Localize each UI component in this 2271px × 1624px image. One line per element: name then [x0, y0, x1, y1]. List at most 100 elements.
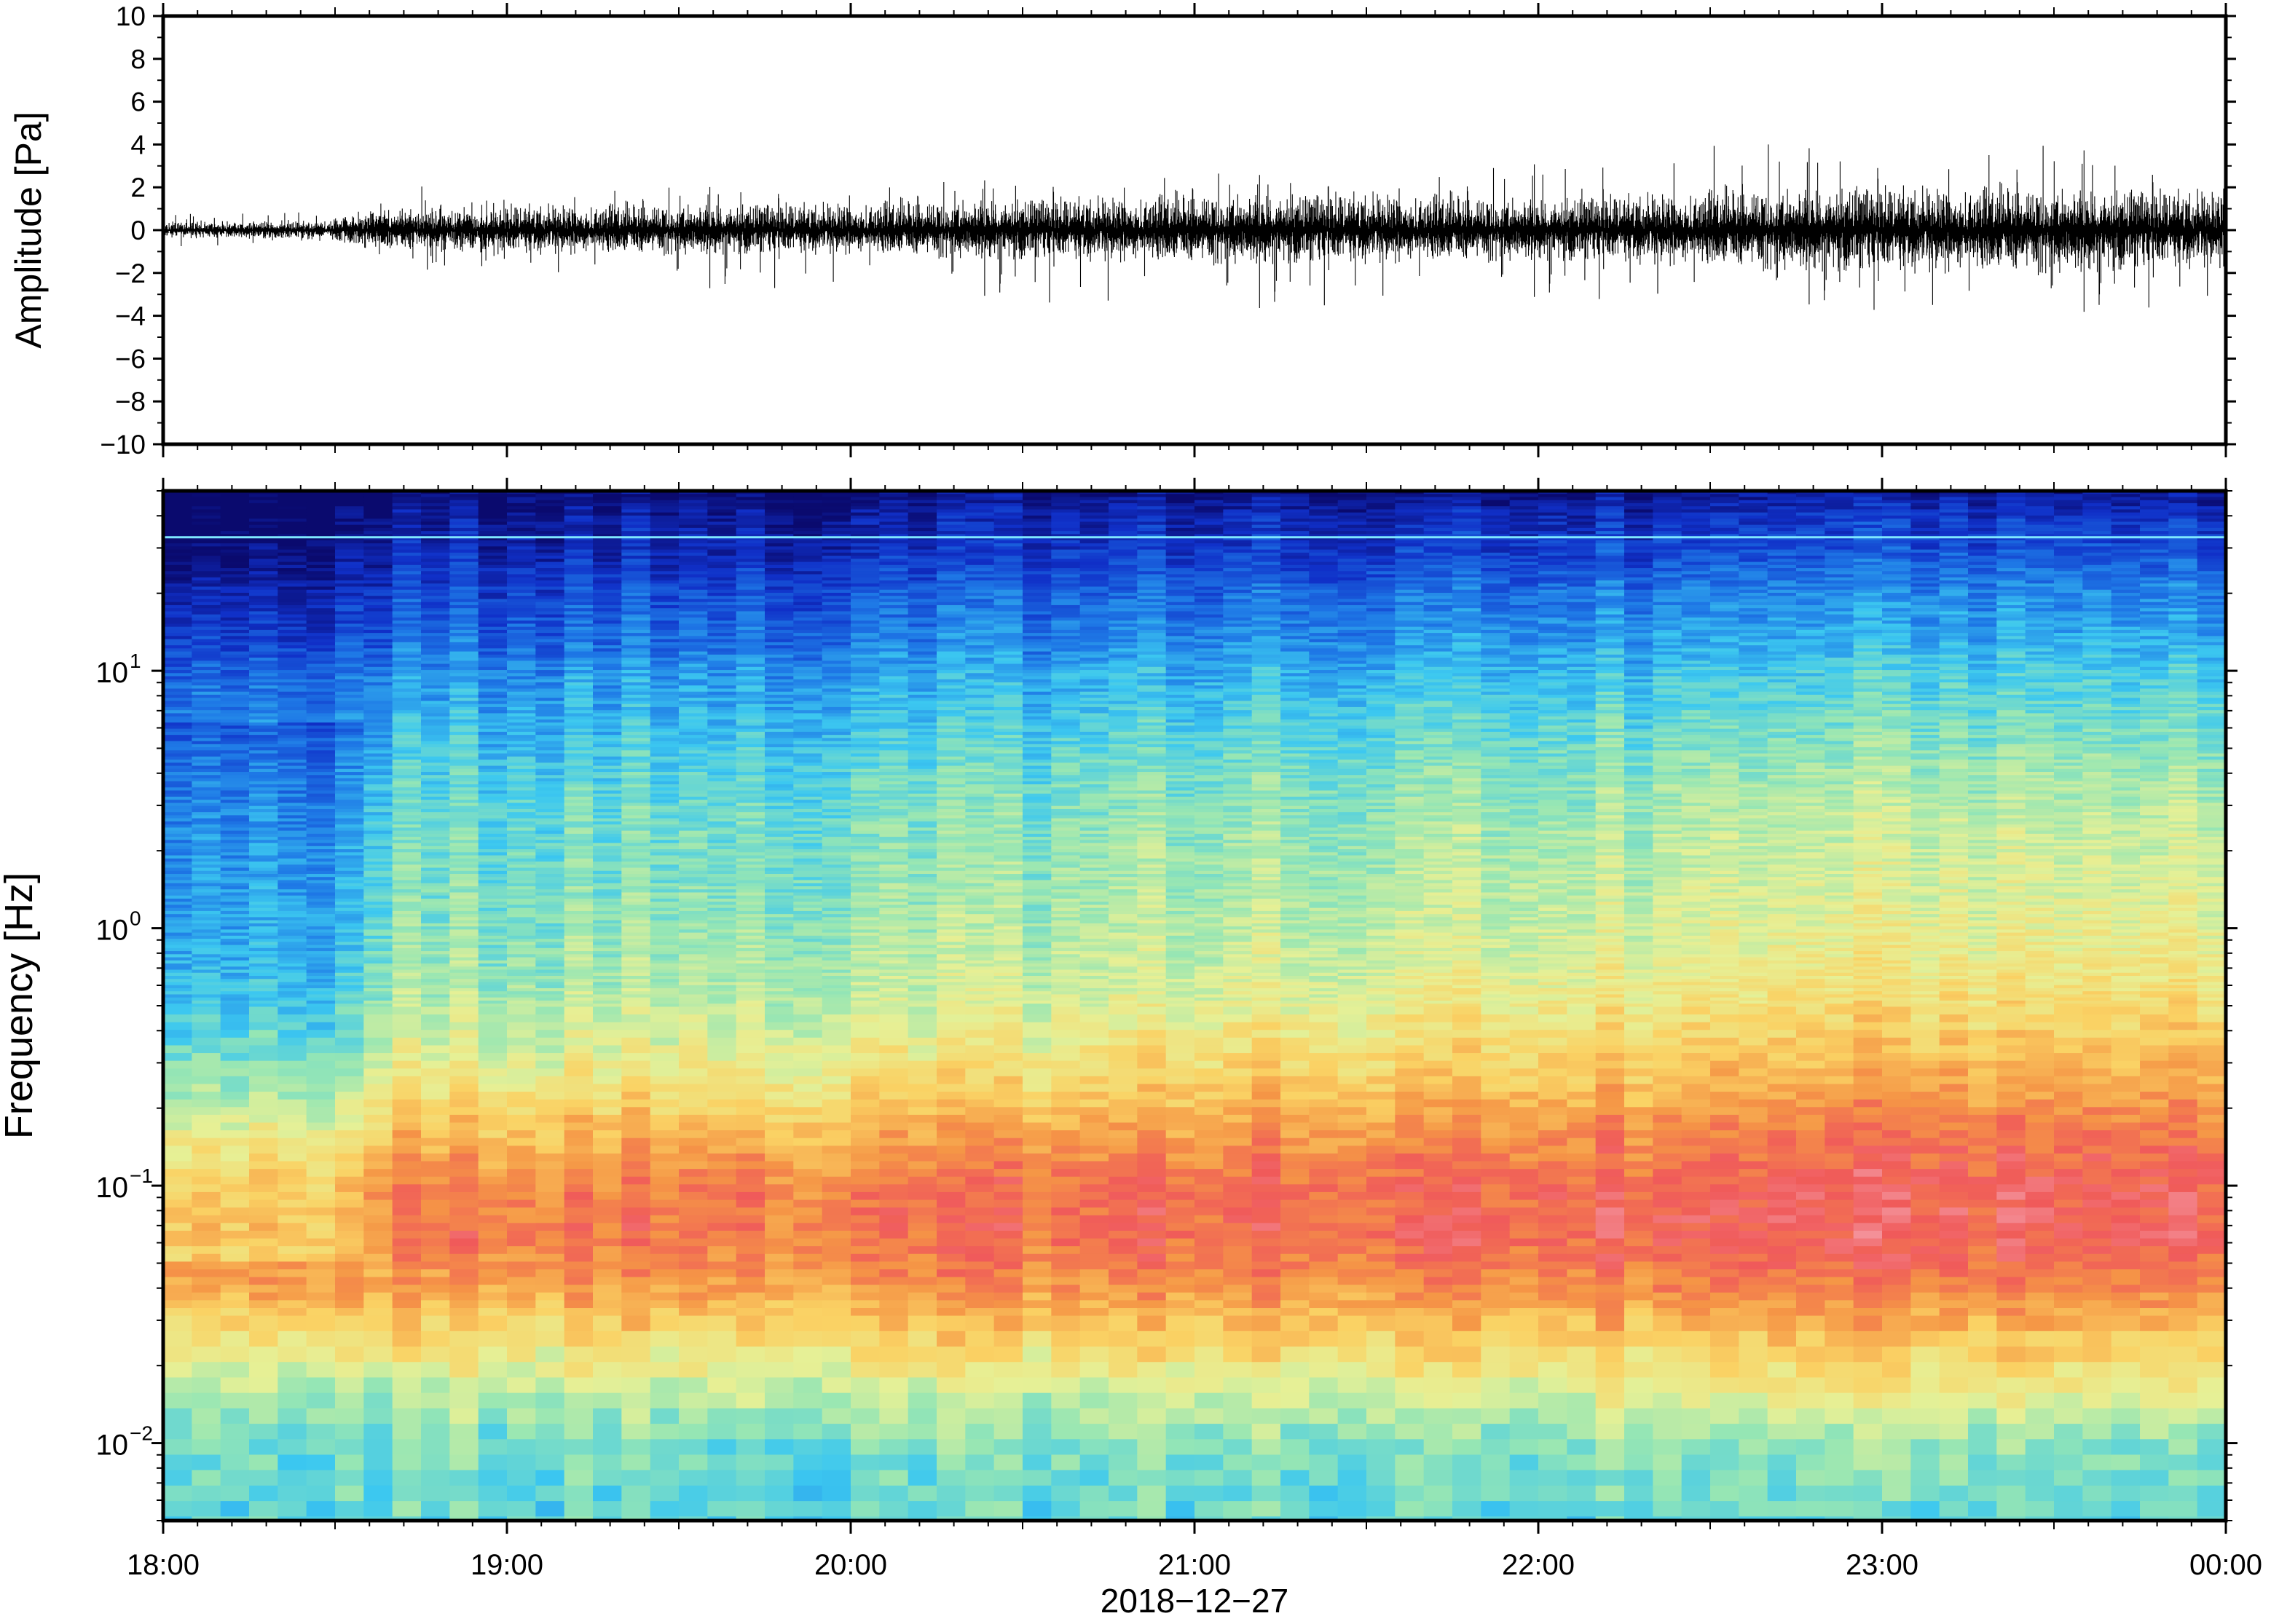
spectrogram-cell — [535, 843, 565, 847]
spectrogram-cell — [707, 886, 737, 890]
spectrogram-cell — [593, 784, 623, 788]
spectrogram-cell — [306, 670, 336, 674]
spectrogram-cell — [306, 902, 336, 906]
spectrogram-cell — [249, 747, 279, 751]
spectrogram-cell — [392, 673, 422, 677]
spectrogram-cell — [507, 682, 537, 686]
spectrogram-cell — [679, 830, 709, 835]
spectrogram-cell — [765, 926, 795, 930]
spectrogram-cell — [335, 1138, 365, 1146]
spectrogram-cell — [335, 1184, 365, 1193]
spectrogram-cell — [278, 688, 307, 693]
spectrogram-cell — [449, 1122, 479, 1131]
spectrogram-cell — [707, 1223, 737, 1231]
spectrogram-cell — [621, 1246, 651, 1255]
spectrogram-cell — [535, 821, 565, 825]
spectrogram-cell — [707, 620, 737, 624]
spectrogram-cell — [593, 559, 623, 563]
spectrogram-cell — [220, 648, 250, 653]
spectrogram-cell — [679, 633, 709, 636]
spectrogram-cell — [621, 1099, 651, 1108]
spectrogram-cell — [736, 849, 765, 853]
spectrogram-cell — [220, 509, 250, 513]
spectrogram-cell — [478, 537, 508, 541]
spectrogram-cell — [249, 497, 279, 501]
spectrogram-cell — [736, 506, 765, 511]
spectrogram-cell — [421, 645, 451, 649]
spectrogram-cell — [564, 688, 594, 693]
spectrogram-cell — [564, 531, 594, 535]
spectrogram-cell — [650, 497, 680, 501]
spectrogram-cell — [621, 521, 651, 526]
spectrogram-cell — [507, 778, 537, 782]
spectrogram-cell — [564, 666, 594, 671]
spectrogram-cell — [535, 1107, 565, 1116]
spectrogram-cell — [163, 1470, 193, 1486]
spectrogram-cell — [449, 815, 479, 819]
spectrogram-cell — [220, 800, 250, 804]
spectrogram-cell — [363, 666, 393, 671]
spectrogram-cell — [478, 877, 508, 881]
spectrogram-cell — [507, 636, 537, 640]
spectrogram-cell — [535, 1408, 565, 1424]
spectrogram-cell — [736, 549, 765, 553]
spectrogram-cell — [765, 805, 795, 810]
spectrogram-cell — [249, 969, 279, 974]
spectrogram-cell — [249, 537, 279, 541]
spectrogram-cell — [306, 1215, 336, 1223]
spectrogram-cell — [765, 852, 795, 856]
spectrogram-cell — [736, 725, 765, 730]
spectrogram-cell — [621, 870, 651, 875]
spectrogram-cell — [736, 1191, 765, 1201]
spectrogram-cell — [278, 546, 307, 551]
spectrogram-cell — [736, 719, 765, 723]
spectrogram-cell — [306, 500, 336, 504]
spectrogram-cell — [564, 564, 594, 569]
spectrogram-cell — [163, 561, 193, 566]
spectrogram-cell — [249, 1084, 279, 1092]
spectrogram-cell — [249, 577, 279, 581]
spectrogram-cell — [392, 521, 422, 526]
spectrogram-cell — [650, 1230, 680, 1239]
spectrogram-cell — [535, 827, 565, 832]
spectrogram-cell — [421, 633, 451, 636]
spectrogram-cell — [535, 648, 565, 653]
spectrogram-cell — [192, 549, 221, 553]
spectrogram-cell — [679, 735, 709, 738]
spectrogram-cell — [679, 1122, 709, 1131]
spectrogram-cell — [564, 1076, 594, 1085]
spectrogram-cell — [421, 902, 451, 906]
spectrogram-cell — [478, 509, 508, 513]
spectrogram-cell — [621, 676, 651, 680]
spectrogram-cell — [679, 592, 709, 596]
spectrogram-cell — [679, 910, 709, 915]
spectrogram-cell — [163, 592, 193, 596]
spectrogram-cell — [449, 1207, 479, 1216]
spectrogram-cell — [278, 768, 307, 773]
spectrogram-cell — [249, 845, 279, 850]
spectrogram-cell — [192, 845, 221, 850]
spectrogram-cell — [736, 765, 765, 770]
spectrogram-cell — [392, 886, 422, 890]
spectrogram-cell — [535, 874, 565, 878]
spectrogram-cell — [650, 1000, 680, 1004]
spectrogram-cell — [564, 682, 594, 686]
spectrogram-cell — [363, 602, 393, 606]
spectrogram-cell — [392, 559, 422, 563]
spectrogram-cell — [421, 1253, 451, 1262]
spectrogram-cell — [163, 534, 193, 538]
spectrogram-cell — [163, 1076, 193, 1085]
spectrogram-cell — [707, 768, 737, 773]
spectrogram-cell — [392, 512, 422, 516]
spectrogram-cell — [507, 939, 537, 942]
spectrogram-cell — [621, 963, 651, 967]
spectrogram-cell — [392, 1230, 422, 1239]
spectrogram-cell — [564, 611, 594, 615]
spectrogram-cell — [478, 561, 508, 566]
spectrogram-cell — [765, 744, 795, 748]
spectrogram-cell — [507, 701, 537, 705]
spectrogram-cell — [650, 663, 680, 668]
spectrogram-cell — [650, 939, 680, 942]
spectrogram-cell — [621, 559, 651, 563]
spectrogram-cell — [593, 1269, 623, 1278]
